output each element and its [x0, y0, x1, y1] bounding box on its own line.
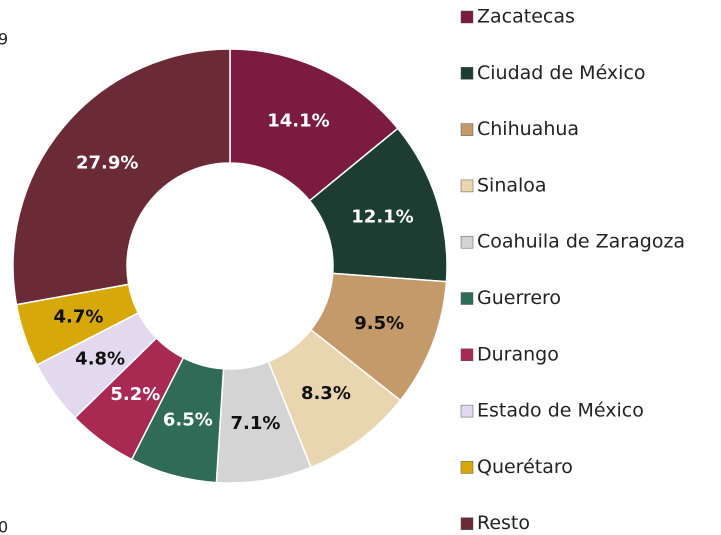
legend-swatch	[460, 235, 474, 249]
legend-label: Durango	[477, 343, 559, 365]
legend-label: Coahuila de Zaragoza	[477, 231, 685, 253]
data-label: 6.5%	[163, 409, 213, 430]
legend-swatch	[460, 123, 474, 136]
data-label: 9.5%	[354, 313, 404, 334]
legend-swatch	[460, 67, 474, 80]
legend-swatch	[460, 292, 474, 305]
annotation: 9	[0, 30, 8, 49]
data-label: 4.8%	[75, 348, 125, 369]
data-label: 14.1%	[267, 110, 329, 131]
data-label: 4.7%	[53, 306, 103, 327]
data-label: 12.1%	[351, 207, 413, 228]
annotation: 0	[0, 518, 8, 535]
legend-swatch	[460, 517, 474, 530]
legend-label: Sinaloa	[477, 174, 547, 196]
legend-label: Resto	[477, 512, 530, 534]
data-label: 8.3%	[301, 383, 351, 404]
legend-label: Querétaro	[477, 456, 573, 478]
legend-label: Guerrero	[477, 287, 561, 309]
data-label: 7.1%	[231, 413, 281, 434]
legend-swatch	[460, 10, 474, 24]
legend-swatch	[460, 348, 474, 362]
legend-label: Chihuahua	[477, 118, 579, 140]
legend-label: Zacatecas	[477, 6, 575, 28]
legend-swatch	[460, 404, 474, 418]
legend-label: Estado de México	[477, 400, 644, 422]
data-label: 27.9%	[76, 152, 138, 173]
slice	[12, 48, 231, 306]
data-label: 5.2%	[110, 384, 160, 405]
legend-swatch	[460, 179, 474, 193]
legend-label: Ciudad de México	[477, 62, 646, 84]
legend-swatch	[460, 461, 474, 474]
